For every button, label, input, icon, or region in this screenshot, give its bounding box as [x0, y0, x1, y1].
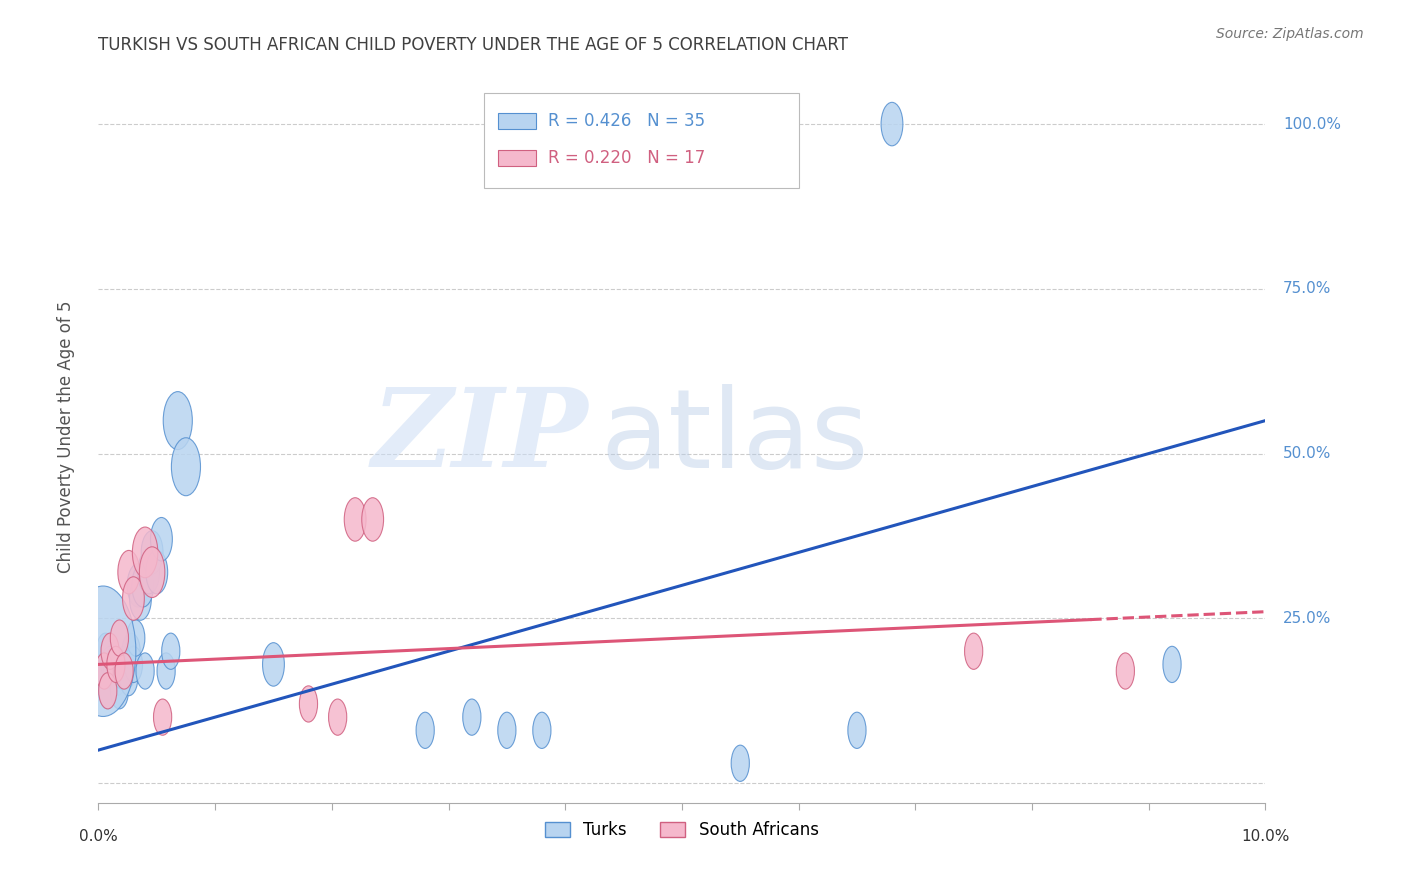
Ellipse shape	[127, 564, 149, 607]
Ellipse shape	[153, 699, 172, 735]
Ellipse shape	[731, 745, 749, 781]
Ellipse shape	[110, 620, 128, 657]
Ellipse shape	[107, 647, 125, 682]
Ellipse shape	[139, 547, 165, 598]
Ellipse shape	[157, 653, 176, 690]
Ellipse shape	[103, 653, 121, 690]
Text: 25.0%: 25.0%	[1282, 611, 1331, 626]
Ellipse shape	[138, 550, 159, 594]
Ellipse shape	[101, 633, 120, 669]
Text: TURKISH VS SOUTH AFRICAN CHILD POVERTY UNDER THE AGE OF 5 CORRELATION CHART: TURKISH VS SOUTH AFRICAN CHILD POVERTY U…	[98, 36, 848, 54]
FancyBboxPatch shape	[484, 94, 799, 188]
Text: 10.0%: 10.0%	[1241, 830, 1289, 844]
Text: ZIP: ZIP	[373, 384, 589, 491]
Ellipse shape	[136, 653, 155, 690]
Ellipse shape	[98, 673, 117, 709]
Ellipse shape	[416, 712, 434, 748]
Text: R = 0.426   N = 35: R = 0.426 N = 35	[548, 112, 704, 130]
Ellipse shape	[97, 633, 114, 669]
Ellipse shape	[117, 653, 135, 690]
Text: 50.0%: 50.0%	[1282, 446, 1331, 461]
Ellipse shape	[141, 531, 163, 574]
Ellipse shape	[1116, 653, 1135, 690]
Ellipse shape	[96, 653, 114, 690]
Ellipse shape	[122, 633, 141, 669]
Ellipse shape	[361, 498, 384, 541]
Text: Source: ZipAtlas.com: Source: ZipAtlas.com	[1216, 27, 1364, 41]
Ellipse shape	[533, 712, 551, 748]
Text: atlas: atlas	[600, 384, 869, 491]
FancyBboxPatch shape	[498, 150, 536, 166]
Ellipse shape	[124, 647, 142, 682]
Ellipse shape	[498, 712, 516, 748]
Ellipse shape	[132, 527, 157, 578]
Ellipse shape	[118, 550, 139, 594]
Ellipse shape	[146, 550, 167, 594]
Text: 0.0%: 0.0%	[79, 830, 118, 844]
Y-axis label: Child Poverty Under the Age of 5: Child Poverty Under the Age of 5	[56, 301, 75, 574]
Ellipse shape	[70, 586, 136, 716]
Ellipse shape	[115, 647, 134, 682]
Text: 75.0%: 75.0%	[1282, 281, 1331, 296]
Ellipse shape	[463, 699, 481, 735]
Ellipse shape	[129, 577, 152, 620]
Ellipse shape	[329, 699, 347, 735]
Ellipse shape	[344, 498, 366, 541]
Ellipse shape	[163, 392, 193, 450]
Ellipse shape	[101, 647, 120, 682]
Ellipse shape	[172, 438, 201, 496]
Ellipse shape	[110, 673, 128, 709]
Ellipse shape	[150, 517, 173, 561]
Ellipse shape	[848, 712, 866, 748]
Ellipse shape	[98, 673, 117, 709]
Ellipse shape	[120, 659, 138, 696]
Ellipse shape	[1163, 647, 1181, 682]
Ellipse shape	[132, 564, 153, 607]
Ellipse shape	[162, 633, 180, 669]
Ellipse shape	[112, 653, 131, 690]
Text: 100.0%: 100.0%	[1282, 117, 1341, 132]
Text: R = 0.220   N = 17: R = 0.220 N = 17	[548, 149, 704, 167]
Ellipse shape	[965, 633, 983, 669]
Ellipse shape	[263, 642, 284, 686]
Ellipse shape	[122, 577, 145, 620]
Ellipse shape	[105, 647, 124, 682]
Ellipse shape	[108, 659, 127, 696]
Ellipse shape	[882, 103, 903, 145]
Legend: Turks, South Africans: Turks, South Africans	[538, 814, 825, 846]
Ellipse shape	[127, 620, 145, 657]
Ellipse shape	[94, 653, 112, 690]
Ellipse shape	[299, 686, 318, 723]
Ellipse shape	[115, 653, 134, 690]
FancyBboxPatch shape	[498, 113, 536, 129]
